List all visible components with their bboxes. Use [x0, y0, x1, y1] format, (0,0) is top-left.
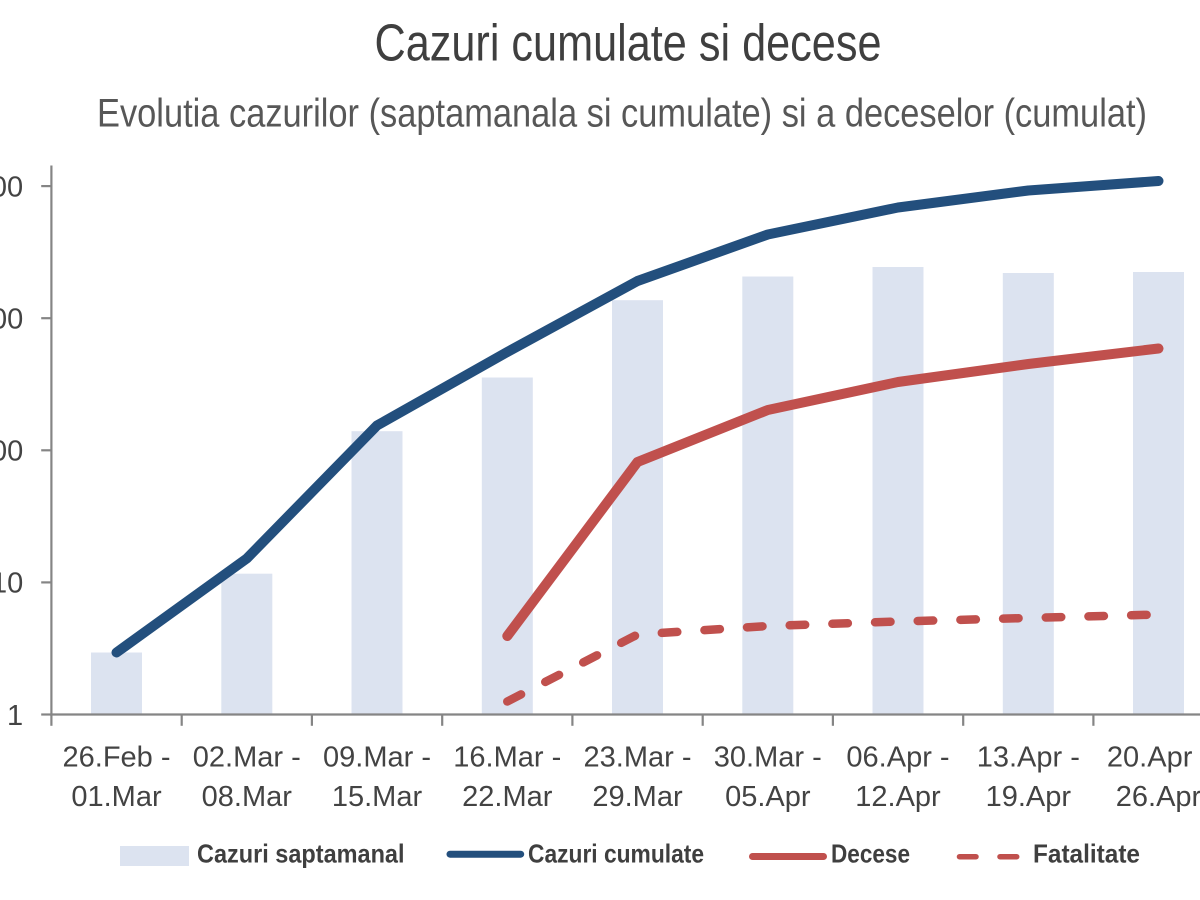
svg-text:30.Mar -: 30.Mar - [714, 742, 822, 774]
svg-text:29.Mar: 29.Mar [592, 781, 683, 813]
svg-text:10000: 10000 [0, 171, 23, 203]
svg-text:100: 100 [0, 436, 23, 468]
svg-text:26.Feb -: 26.Feb - [63, 742, 171, 774]
svg-text:1000: 1000 [0, 304, 23, 336]
svg-text:1: 1 [7, 700, 23, 732]
svg-text:01.Mar: 01.Mar [71, 781, 162, 813]
svg-text:12.Apr: 12.Apr [855, 781, 941, 813]
svg-text:Decese: Decese [831, 839, 910, 869]
svg-text:Cazuri saptamanal: Cazuri saptamanal [197, 839, 405, 869]
svg-text:Fatalitate: Fatalitate [1033, 839, 1140, 869]
svg-text:Cazuri cumulate si decese: Cazuri cumulate si decese [375, 15, 882, 73]
svg-text:06.Apr -: 06.Apr - [846, 742, 949, 774]
svg-text:19.Apr: 19.Apr [986, 781, 1072, 813]
svg-text:26.Apr: 26.Apr [1116, 781, 1200, 813]
svg-text:Evolutia cazurilor (saptamanal: Evolutia cazurilor (saptamanala si cumul… [97, 92, 1147, 136]
svg-text:02.Mar -: 02.Mar - [193, 742, 301, 774]
svg-text:20.Apr -: 20.Apr - [1107, 742, 1200, 774]
svg-text:13.Apr -: 13.Apr - [977, 742, 1080, 774]
svg-text:23.Mar -: 23.Mar - [584, 742, 692, 774]
svg-text:Cazuri cumulate: Cazuri cumulate [528, 839, 704, 869]
svg-text:09.Mar -: 09.Mar - [323, 742, 431, 774]
svg-text:10: 10 [0, 568, 23, 600]
svg-text:16.Mar -: 16.Mar - [453, 742, 561, 774]
svg-text:22.Mar: 22.Mar [462, 781, 553, 813]
svg-text:08.Mar: 08.Mar [202, 781, 293, 813]
svg-text:15.Mar: 15.Mar [332, 781, 423, 813]
svg-text:05.Apr: 05.Apr [725, 781, 811, 813]
